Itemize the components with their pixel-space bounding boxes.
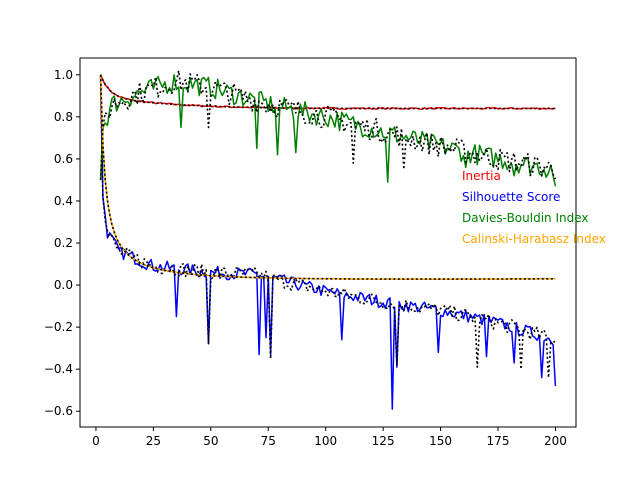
y-tick-label: 0.2 xyxy=(54,236,73,250)
series-line-davies-bouldin-fit xyxy=(99,69,557,180)
series-line-davies-bouldin-index xyxy=(99,73,557,187)
series-label-inertia: Inertia xyxy=(462,169,501,183)
x-tick-label: 25 xyxy=(146,434,161,448)
x-tick-label: 125 xyxy=(372,434,395,448)
x-tick-label: 0 xyxy=(92,434,100,448)
y-tick-label: −0.2 xyxy=(44,320,73,334)
y-tick-label: 0.0 xyxy=(54,278,73,292)
y-tick-label: −0.4 xyxy=(44,362,73,376)
y-tick-label: 0.8 xyxy=(54,110,73,124)
series-labels: Inertia Silhouette Score Davies-Bouldin In… xyxy=(462,169,606,246)
x-axis: 0 25 50 75 100 125 150 175 200 xyxy=(92,427,567,448)
axes-frame xyxy=(79,57,577,428)
y-tick-label: 1.0 xyxy=(54,68,73,82)
y-tick-label: 0.4 xyxy=(54,194,73,208)
x-tick-label: 75 xyxy=(261,434,276,448)
y-tick-label: −0.6 xyxy=(44,404,73,418)
series-label-calinski-harabasz-index: Calinski-Harabasz Index xyxy=(462,232,606,246)
x-tick-label: 50 xyxy=(203,434,218,448)
plot-area xyxy=(99,69,557,410)
x-tick-label: 100 xyxy=(314,434,337,448)
x-tick-label: 175 xyxy=(487,434,510,448)
series-line-silhouette-fit xyxy=(99,76,556,379)
x-tick-label: 200 xyxy=(544,434,567,448)
y-tick-label: 0.6 xyxy=(54,152,73,166)
series-line-inertia-fit xyxy=(99,74,556,110)
series-line-calinski-harabasz-fit xyxy=(99,74,556,280)
x-tick-label: 150 xyxy=(429,434,452,448)
series-label-davies-bouldin-index: Davies-Bouldin Index xyxy=(462,211,589,225)
y-axis: −0.6 −0.4 −0.2 0.0 0.2 0.4 0.6 0.8 1.0 xyxy=(44,68,80,418)
series-line-silhouette-score xyxy=(99,76,557,410)
series-label-silhouette-score: Silhouette Score xyxy=(462,190,560,204)
